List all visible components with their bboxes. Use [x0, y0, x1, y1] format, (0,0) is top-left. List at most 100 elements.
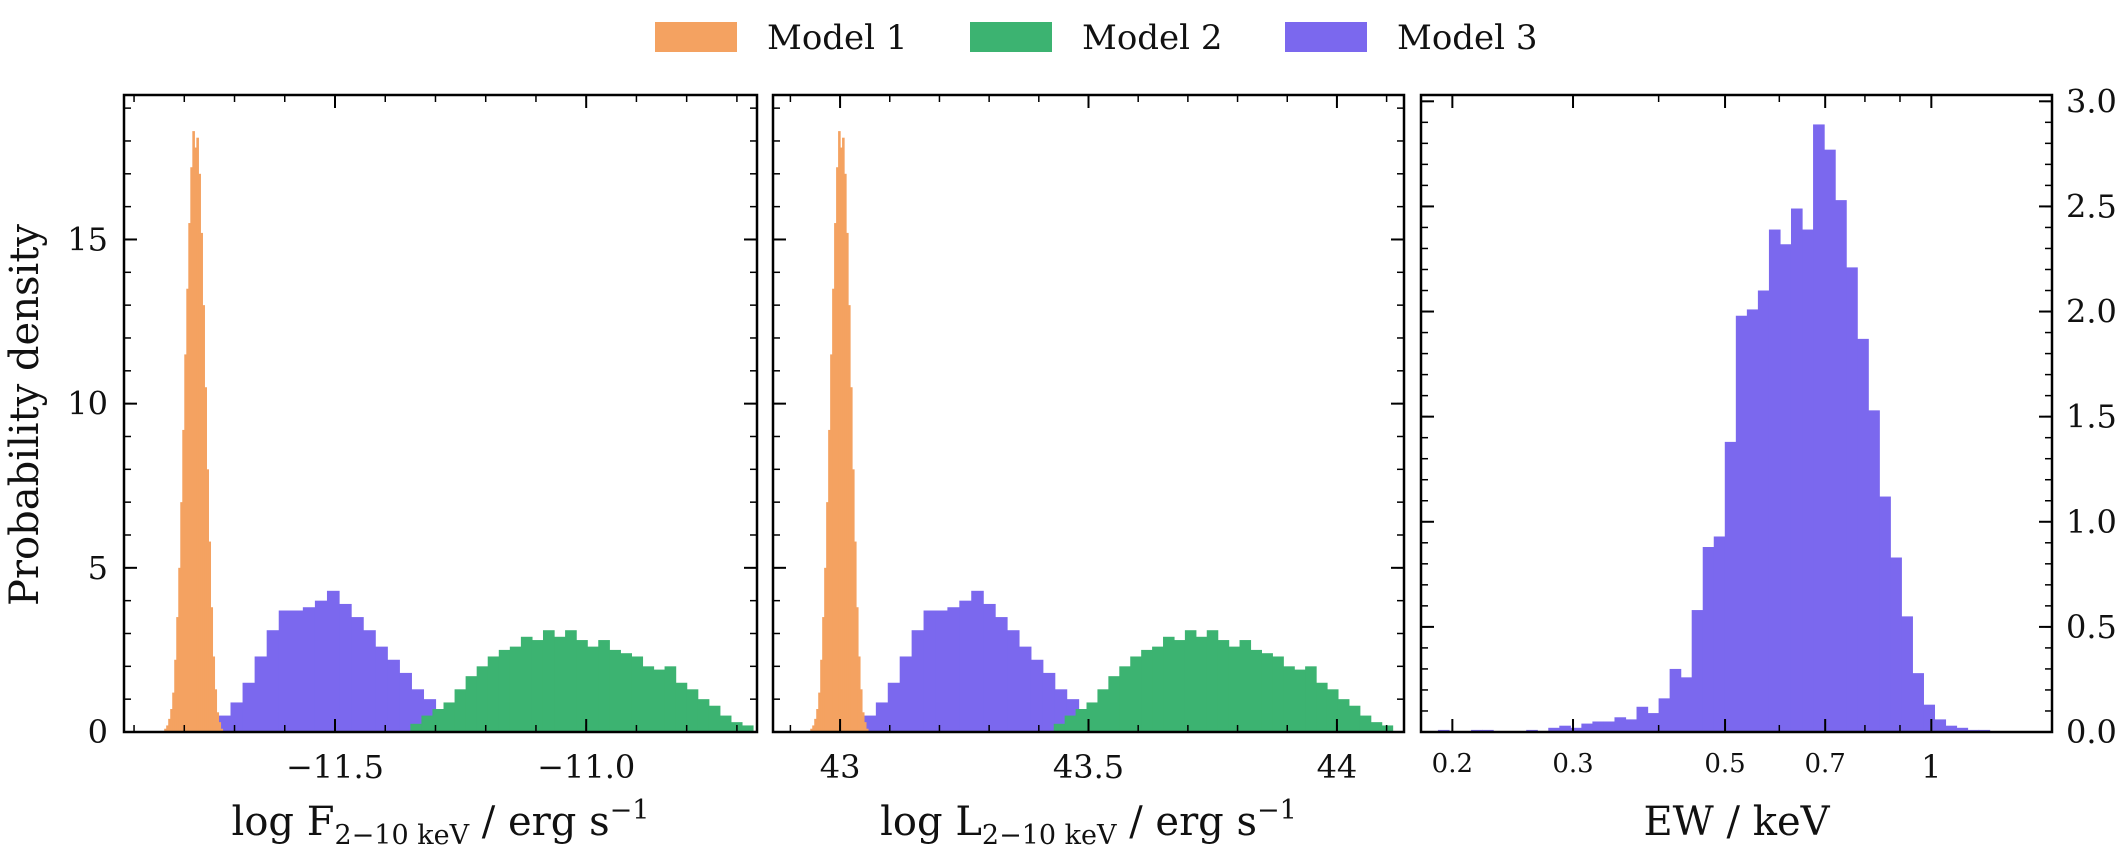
bar-model-3	[314, 600, 328, 732]
bar-model-2	[1184, 630, 1197, 732]
bar-model-2	[631, 656, 644, 732]
bar-model-2	[1370, 722, 1383, 732]
bar-model-2	[531, 640, 544, 732]
bar-model-3	[1042, 672, 1056, 732]
bar-model-3	[935, 610, 948, 732]
bar-model-3	[1768, 229, 1781, 732]
bar-model-1	[190, 167, 193, 732]
bar-model-2	[686, 689, 699, 732]
bar-model-2	[1097, 689, 1109, 732]
bar-model-2	[1217, 640, 1230, 732]
bar-model-3	[1647, 713, 1660, 732]
bar-model-2	[1053, 723, 1066, 732]
bar-model-1	[178, 567, 181, 732]
bar-model-2	[1141, 649, 1153, 732]
x-axis-label-subscript: 2−10 keV	[982, 820, 1117, 851]
bar-model-3	[1570, 727, 1582, 732]
bar-model-3	[1802, 229, 1814, 732]
bar-model-2	[1239, 640, 1252, 732]
x-axis-label-superscript: −1	[1257, 795, 1297, 826]
legend-label-model-3: Model 3	[1397, 18, 1538, 58]
bar-model-3	[1592, 721, 1605, 732]
bar-model-1	[166, 725, 169, 732]
bar-model-2	[1206, 630, 1219, 732]
x-tick-label: −11.0	[537, 748, 635, 786]
bar-model-3	[983, 603, 996, 732]
bar-model-1	[853, 541, 857, 732]
panel-luminosity: 43 43.5 44 log L2−10 keV / erg s−1	[771, 93, 1406, 851]
bar-model-3	[1614, 717, 1627, 732]
bar-model-3	[1835, 200, 1847, 732]
bar-model-2	[620, 653, 632, 732]
bar-model-2	[1294, 669, 1306, 732]
bar-model-1	[200, 232, 203, 732]
bar-model-2	[697, 699, 710, 732]
bar-model-3	[1757, 290, 1770, 732]
bar-model-1	[844, 173, 847, 732]
x-axis-label-main: log L	[880, 799, 982, 845]
bar-model-1	[828, 429, 831, 732]
bar-model-2	[1283, 666, 1295, 732]
bar-model-3	[351, 617, 364, 732]
bar-model-3	[1879, 496, 1891, 732]
bar-model-3	[947, 607, 960, 732]
bar-model-1	[212, 656, 216, 732]
bar-model-3	[254, 656, 268, 732]
bar-model-2	[1108, 676, 1120, 732]
x-tick-label: 44	[1317, 748, 1358, 786]
bar-model-2	[1130, 656, 1142, 732]
bar-model-1	[198, 173, 201, 732]
bar-model-1	[214, 689, 218, 732]
bar-model-3	[1625, 719, 1638, 732]
bar-model-2	[1250, 649, 1262, 732]
x-tick-label: 0.7	[1805, 749, 1846, 779]
bar-model-1	[196, 137, 199, 732]
bar-model-3	[971, 590, 984, 732]
legend-label-model-2: Model 2	[1082, 18, 1223, 58]
bar-model-2	[1228, 646, 1241, 732]
bar-model-1	[863, 722, 867, 732]
bar-model-2	[642, 666, 655, 732]
bar-model-2	[520, 636, 533, 732]
legend-label-model-1: Model 1	[767, 18, 908, 58]
bar-model-1	[834, 223, 837, 732]
axes-frame	[1419, 93, 2054, 734]
bar-model-3	[1824, 149, 1836, 732]
bar-model-1	[865, 728, 869, 732]
bar-model-2	[498, 649, 511, 732]
bar-model-3	[266, 630, 280, 732]
bar-model-1	[836, 167, 839, 732]
bar-model-3	[1923, 704, 1936, 732]
y-tick-label: 15	[67, 220, 108, 258]
bar-model-2	[1305, 666, 1317, 732]
bar-model-1	[850, 387, 853, 732]
bar-model-1	[168, 718, 171, 732]
bar-model-1	[838, 131, 841, 732]
bar-model-3	[278, 610, 292, 732]
bar-model-3	[1030, 659, 1044, 732]
bar-model-1	[202, 305, 205, 732]
x-axis-label-main: log F	[232, 799, 335, 845]
bar-model-3	[1846, 267, 1858, 732]
bar-model-2	[1381, 725, 1394, 732]
bar-model-1	[832, 288, 835, 732]
bar-model-1	[220, 728, 224, 732]
x-axis-label: log F2−10 keV / erg s−1	[232, 795, 650, 851]
y-axis-label: Probability density	[2, 224, 48, 606]
bar-model-3	[1691, 610, 1704, 732]
y-tick-label: 0.5	[2066, 608, 2117, 646]
panel-equivalent-width: 0.2 0.3 0.5 0.7 1 0.0 0.5 1.0 1.5 2.0 2.5 3.0 EW / k…	[1419, 82, 2117, 845]
bar-model-1	[852, 469, 855, 732]
bar-model-1	[830, 354, 833, 732]
bar-model-1	[816, 709, 819, 732]
bar-model-1	[188, 223, 191, 732]
bar-model-1	[855, 607, 859, 732]
bar-model-2	[1348, 705, 1361, 732]
x-tick-label: 1	[1921, 748, 1941, 786]
bar-model-3	[1945, 725, 1958, 732]
histogram-bars	[810, 131, 1394, 732]
bar-model-1	[206, 469, 209, 732]
x-axis-label-units: / erg s	[469, 799, 610, 845]
bar-model-2	[1359, 715, 1372, 732]
